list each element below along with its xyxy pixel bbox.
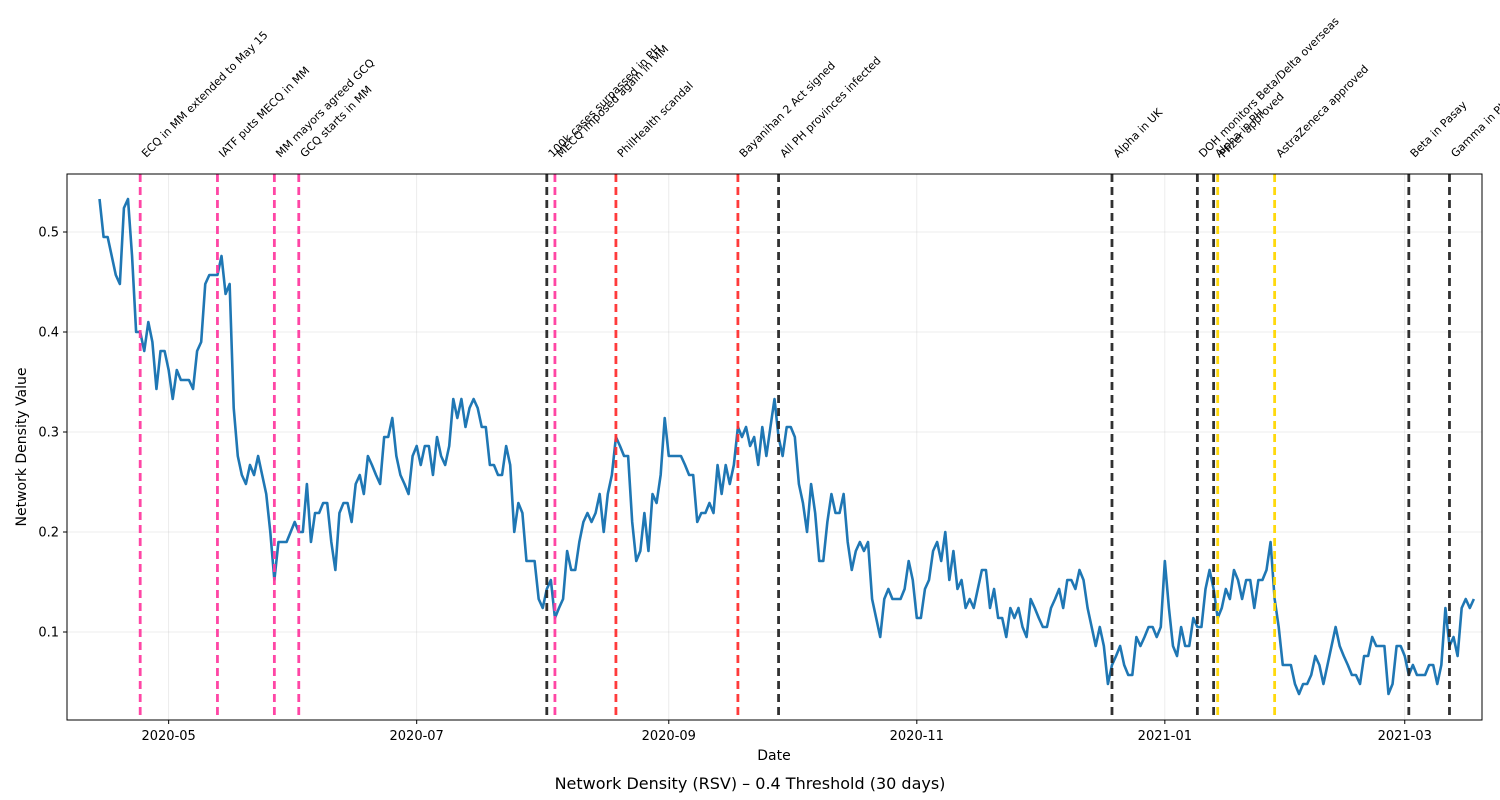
x-tick-label: 2020-07 [390, 729, 444, 744]
plot-area-frame [66, 173, 1483, 721]
event-lines [138, 174, 1451, 720]
x-tick-label: 2020-05 [141, 729, 195, 744]
event-label: MECQ imposed again in MM [554, 43, 672, 161]
event-label: DOH monitors Beta/Delta overseas [1196, 15, 1342, 161]
event-label: Alpha in UK [1111, 105, 1166, 160]
data-series [98, 197, 1476, 696]
y-axis-label: Network Density Value [14, 367, 30, 526]
y-tick-label: 0.3 [38, 426, 59, 441]
y-axis: 0.1 0.2 0.3 0.4 0.5 [38, 226, 67, 641]
event-label: MM mayors agreed GCQ [273, 56, 377, 160]
x-tick-label: 2020-09 [642, 729, 696, 744]
y-tick-label: 0.2 [38, 526, 59, 541]
x-tick-label: 2021-03 [1378, 729, 1432, 744]
chart-title: Network Density (RSV) – 0.4 Threshold (3… [555, 774, 946, 793]
event-label: ECQ in MM extended to May 15 [139, 29, 270, 160]
x-axis-label: Date [757, 748, 790, 764]
event-label: IATF puts MECQ in MM [216, 64, 312, 160]
y-tick-label: 0.1 [38, 626, 59, 641]
y-tick-label: 0.5 [38, 226, 59, 241]
x-tick-label: 2021-01 [1138, 729, 1192, 744]
series-line [98, 197, 1476, 696]
y-tick-label: 0.4 [38, 326, 59, 341]
grid-lines [67, 174, 1482, 720]
x-tick-label: 2020-11 [890, 729, 944, 744]
x-axis: 2020-05 2020-07 2020-09 2020-11 2021-01 2021-… [141, 720, 1432, 744]
